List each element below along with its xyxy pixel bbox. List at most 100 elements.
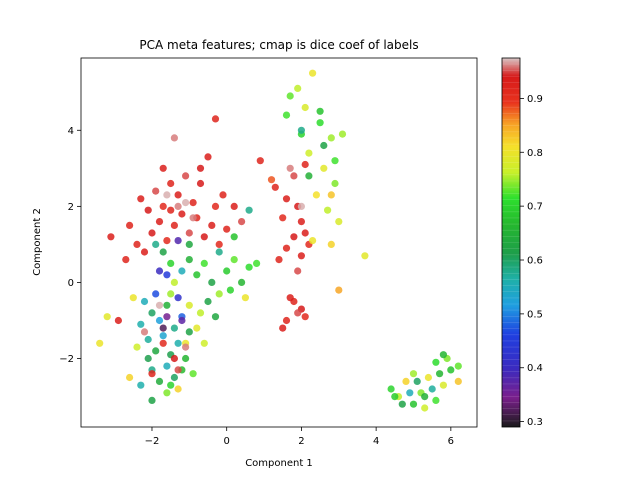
scatter-point [155,316,164,325]
scatter-point [144,354,152,363]
scatter-point [223,267,231,275]
scatter-point [96,339,104,347]
colorbar-tick-label: 0.9 [527,94,543,105]
scatter-point [436,370,444,378]
scatter-point [196,179,205,188]
scatter-point [185,256,193,264]
scatter-point [185,240,193,248]
scatter-point [174,339,182,347]
scatter-point [275,256,283,264]
scatter-point [305,149,313,157]
x-tick-label: 2 [298,436,304,447]
scatter-point [245,263,253,271]
scatter-point [226,286,234,294]
scatter-point [391,393,399,401]
scatter-point [182,343,190,351]
scatter-point [174,202,182,210]
y-tick-label: 0 [68,278,74,289]
scatter-point [294,84,302,92]
scatter-point [387,385,395,393]
scatter-point [312,191,320,199]
scatter-point [301,313,309,321]
scatter-point [282,244,291,252]
scatter-point [279,324,287,332]
scatter-point [148,229,156,237]
scatter-point [297,218,305,226]
scatter-point [208,221,216,229]
scatter-point [174,191,182,199]
scatter-point [159,339,167,347]
scatter-point [316,107,324,115]
scatter-point [185,328,193,336]
scatter-point [208,278,216,286]
scatter-point [301,160,309,169]
scatter-point [163,191,171,199]
scatter-point [144,206,152,214]
scatter-point [219,191,227,199]
scatter-point [245,206,253,214]
scatter-point [398,400,406,408]
scatter-point [200,259,208,267]
scatter-point [428,385,436,393]
scatter-point [241,294,249,302]
scatter-point [409,370,418,378]
scatter-point [163,271,171,279]
scatter-point [114,316,122,325]
scatter-point [129,294,137,302]
scatter-point [286,92,294,100]
scatter-point [230,256,238,264]
scatter-point [152,187,160,195]
colorbar-bands [502,57,520,422]
scatter-point [421,393,429,401]
scatter-point [159,248,167,256]
colorbar-tick-label: 0.4 [527,363,543,374]
scatter-point [309,69,317,77]
plot-frame [80,57,478,428]
scatter-point [193,324,201,332]
scatter-point [159,202,167,210]
scatter-point [182,199,190,207]
scatter-point [230,202,238,210]
scatter-point [267,176,276,184]
colorbar-tick-label: 0.8 [527,148,543,159]
colorbar-tick-label: 0.6 [527,256,543,267]
scatter-point [424,373,432,382]
scatter-point [182,354,190,363]
scatter-point [335,218,343,226]
colorbar-tick-label: 0.5 [527,309,543,320]
scatter-point [215,248,223,256]
scatter-point [301,229,309,237]
scatter-point [137,320,145,328]
scatter-point [170,324,178,332]
x-tick-label: 4 [373,436,379,447]
scatter-point [163,362,171,370]
scatter-point [406,389,414,397]
scatter-point [215,240,223,248]
scatter-point [196,309,205,317]
scatter-point [256,157,264,165]
scatter-point [301,103,309,112]
colorbar-tick-label: 0.3 [527,417,543,428]
colorbar-tick-label: 0.7 [527,202,543,213]
scatter-point [324,206,332,214]
scatter-point [447,366,455,374]
scatter-point [204,297,212,306]
scatter-point [297,252,305,260]
scatter-point [159,332,167,340]
scatter-point [174,294,182,302]
scatter-point [174,366,182,374]
scatter-point [185,301,193,309]
scatter-point [211,202,220,210]
scatter-point [316,119,324,127]
scatter-point [421,404,429,412]
scatter-point [211,115,220,123]
scatter-point [335,286,343,294]
scatter-point [167,290,175,298]
scatter-point [432,358,440,366]
scatter-point [189,370,197,378]
scatter-point [152,347,160,355]
scatter-point [182,172,190,180]
y-tick-label: −2 [59,354,74,365]
scatter-point [103,313,111,321]
